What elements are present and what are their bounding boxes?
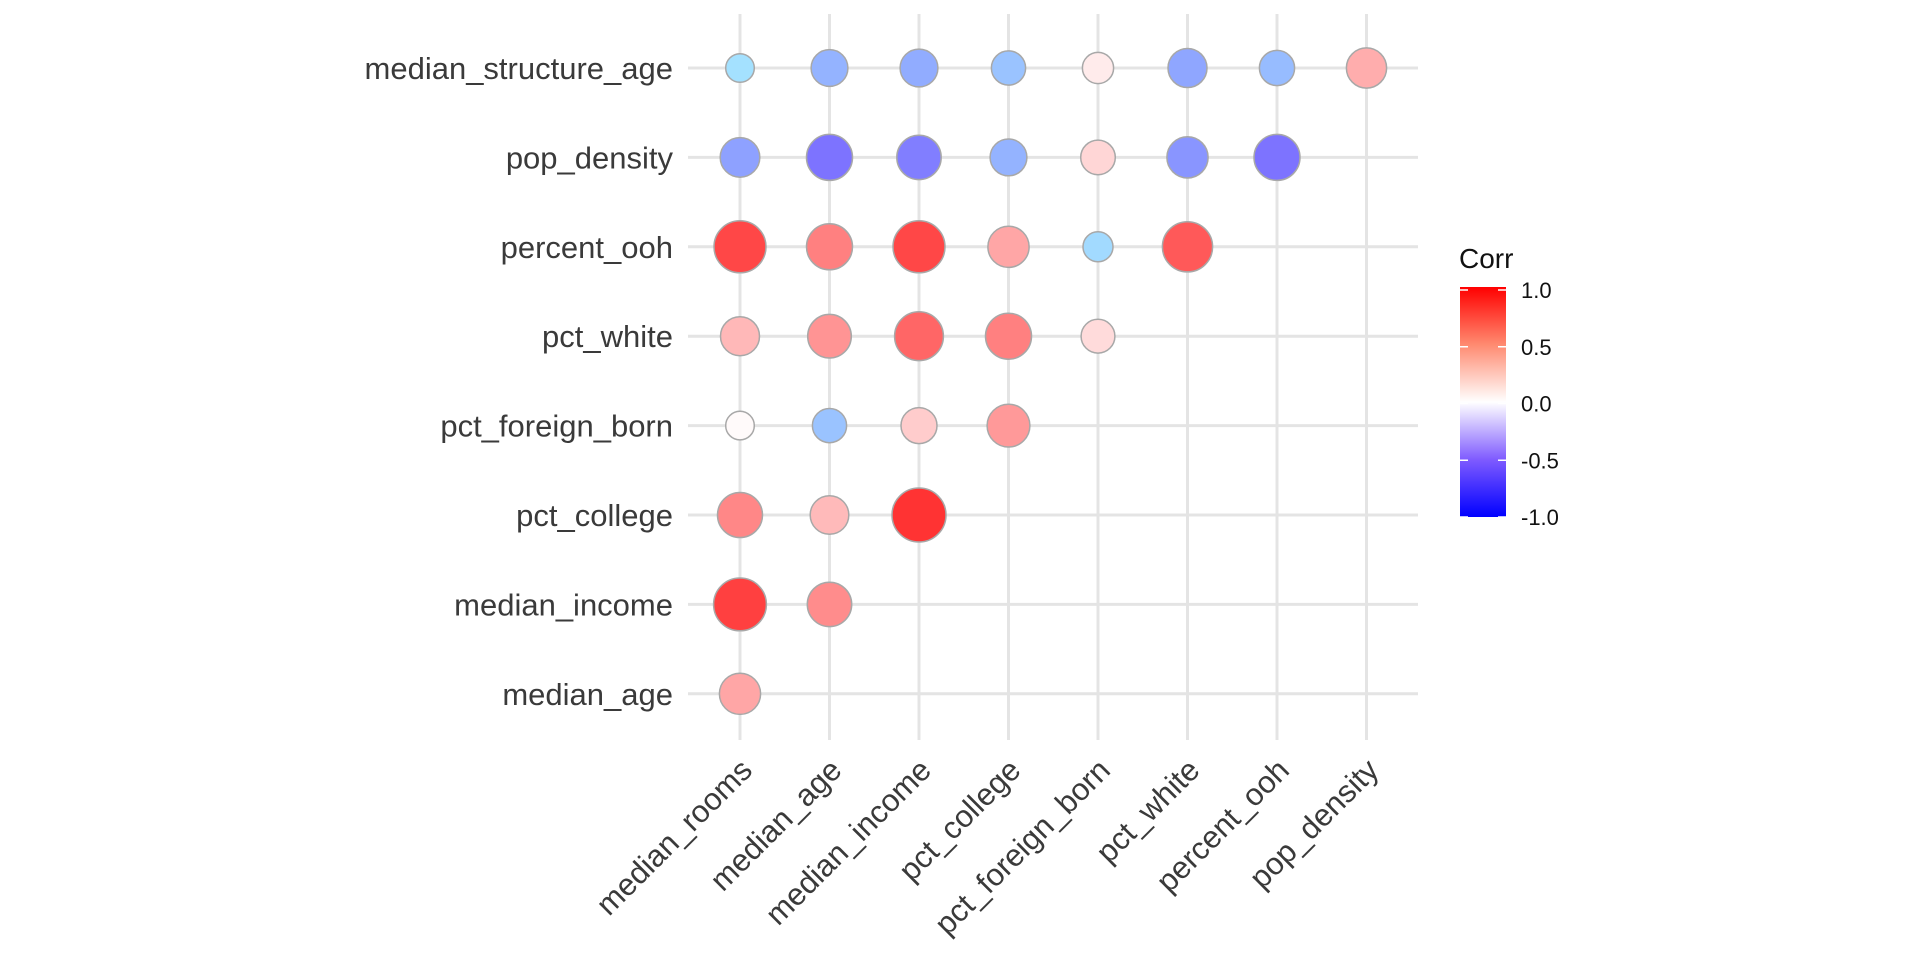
- corr-point: [893, 311, 945, 362]
- x-tick-label: median_rooms: [589, 752, 759, 922]
- corr-point: [1167, 47, 1208, 89]
- corr-point: [806, 581, 853, 628]
- y-tick-label: percent_ooh: [501, 230, 673, 265]
- corr-point: [713, 220, 767, 274]
- corr-point: [712, 577, 768, 632]
- legend-tick-label: 1.0: [1521, 278, 1552, 303]
- corr-point: [718, 672, 762, 716]
- corr-point: [809, 494, 850, 536]
- y-tick-label: pct_foreign_born: [440, 409, 673, 444]
- corr-point: [805, 133, 854, 182]
- y-tick-label: median_income: [454, 587, 673, 622]
- y-axis-labels: median_age median_income pct_college pct_fo…: [365, 51, 674, 712]
- dots-layer: [712, 47, 1388, 716]
- corr-point: [811, 407, 848, 444]
- corr-point: [1081, 51, 1115, 85]
- corr-point: [986, 403, 1031, 448]
- corr-point: [900, 406, 938, 445]
- y-tick-label: pct_college: [516, 498, 673, 533]
- corr-point: [716, 491, 764, 539]
- corr-point: [1166, 136, 1209, 179]
- corr-point: [1253, 133, 1301, 182]
- corr-point: [1080, 318, 1116, 354]
- y-tick-label: median_age: [502, 677, 673, 712]
- y-tick-label: pop_density: [506, 140, 674, 175]
- corr-point: [896, 134, 942, 181]
- corr-point: [989, 138, 1028, 177]
- legend-tick-label: 0.5: [1521, 335, 1552, 360]
- corr-point: [1258, 49, 1296, 87]
- legend-tick-label: -1.0: [1521, 505, 1559, 530]
- corr-point: [1079, 139, 1117, 176]
- legend: Corr 1.0 0.5 0.0 -0.5 -1.0: [1459, 243, 1559, 530]
- corr-point: [1345, 47, 1388, 89]
- legend-tick-label: 0.0: [1521, 392, 1552, 417]
- corr-point: [987, 225, 1030, 269]
- legend-tick-label: -0.5: [1521, 448, 1559, 473]
- corr-point: [719, 136, 761, 178]
- y-tick-label: median_structure_age: [365, 51, 673, 86]
- corr-point: [1161, 220, 1214, 273]
- y-tick-label: pct_white: [542, 319, 673, 354]
- corr-point: [899, 48, 939, 88]
- corr-point: [1082, 231, 1114, 263]
- corr-point: [892, 220, 946, 274]
- grid-layer: [688, 14, 1418, 740]
- x-tick-label: median_income: [758, 752, 938, 932]
- corr-point: [806, 313, 853, 359]
- corr-point: [990, 50, 1027, 86]
- corr-point: [891, 487, 947, 543]
- corr-point: [719, 315, 761, 357]
- corr-point: [810, 48, 849, 88]
- legend-colorbar: [1460, 287, 1506, 517]
- x-axis-labels: median_roomsmedian_agemedian_incomepct_c…: [589, 752, 1386, 942]
- corr-point: [724, 52, 756, 84]
- corr-point: [805, 223, 854, 271]
- legend-title: Corr: [1459, 243, 1513, 274]
- corr-point: [984, 312, 1033, 360]
- corr-point: [724, 410, 756, 441]
